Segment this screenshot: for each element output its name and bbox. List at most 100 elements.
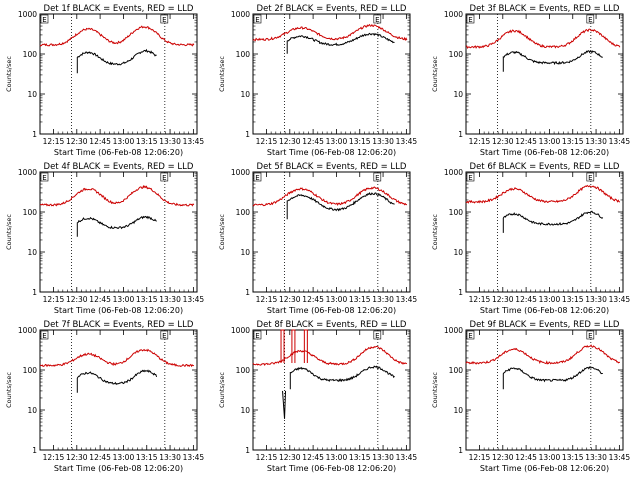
x-tick-label: 12:15 <box>256 137 278 146</box>
x-tick-label: 13:15 <box>136 453 158 462</box>
x-tick-label: 13:45 <box>609 295 631 304</box>
x-axis-label: Start Time (06-Feb-08 12:06:20) <box>267 148 396 157</box>
x-tick-label: 12:45 <box>89 295 111 304</box>
series-lld-line <box>465 28 621 49</box>
marker-box <box>466 172 475 182</box>
x-tick-label: 13:45 <box>396 295 418 304</box>
x-tick-label: 13:00 <box>326 295 348 304</box>
x-axis-label: Start Time (06-Feb-08 12:06:20) <box>267 464 396 473</box>
x-tick-label: 12:15 <box>43 137 65 146</box>
marker-label: E <box>588 174 592 182</box>
y-axis-label: Counts/sec <box>5 56 13 92</box>
series-events-line <box>76 369 158 393</box>
x-tick-label: 12:15 <box>43 295 65 304</box>
x-tick-label: 12:30 <box>279 137 301 146</box>
x-tick-label: 12:15 <box>256 295 278 304</box>
marker-box <box>253 330 262 340</box>
chart-det-5: Det 5f BLACK = Events, RED = LLD Counts/s… <box>218 162 417 315</box>
x-tick-label: 13:30 <box>585 453 607 462</box>
y-axis-label: Counts/sec <box>431 56 439 92</box>
plot-frame <box>252 329 411 451</box>
chart-title: Det 9f BLACK = Events, RED = LLD <box>470 320 620 330</box>
x-tick-label: 13:00 <box>539 137 561 146</box>
x-tick-label: 13:45 <box>609 137 631 146</box>
x-tick-label: 13:15 <box>349 453 371 462</box>
x-tick-label: 13:15 <box>136 295 158 304</box>
plot-frame <box>39 329 198 451</box>
x-tick-label: 13:00 <box>113 137 135 146</box>
chart-det-6: Det 6f BLACK = Events, RED = LLD Counts/s… <box>431 162 630 315</box>
y-tick-label: 1000 <box>18 10 37 19</box>
x-tick-label: 12:45 <box>302 295 324 304</box>
marker-box <box>586 172 595 182</box>
y-tick-label: 1000 <box>444 168 463 177</box>
series-events-line <box>76 215 157 237</box>
x-tick-label: 12:45 <box>89 137 111 146</box>
series-events-line <box>76 48 157 74</box>
marker-label: E <box>162 16 166 24</box>
chart-det-4: Det 4f BLACK = Events, RED = LLD Counts/s… <box>5 162 204 315</box>
chart-title: Det 1f BLACK = Events, RED = LLD <box>44 4 194 14</box>
x-axis-label: Start Time (06-Feb-08 12:06:20) <box>480 148 609 157</box>
series-events-line <box>286 32 395 54</box>
x-tick-label: 12:30 <box>279 453 301 462</box>
y-tick-label: 1 <box>32 288 37 297</box>
x-tick-label: 12:45 <box>515 453 537 462</box>
y-tick-label: 1 <box>245 288 250 297</box>
chart-det-8: Det 8f BLACK = Events, RED = LLD Counts/s… <box>218 320 417 473</box>
series-events-line <box>502 210 604 233</box>
marker-box <box>253 172 262 182</box>
marker-label: E <box>375 16 379 24</box>
marker-box <box>586 14 595 24</box>
x-tick-label: 13:45 <box>396 137 418 146</box>
x-axis-label: Start Time (06-Feb-08 12:06:20) <box>54 306 183 315</box>
event-dip <box>282 390 287 419</box>
y-tick-label: 100 <box>23 50 38 59</box>
y-tick-label: 1 <box>458 288 463 297</box>
plot-frame <box>252 171 411 293</box>
x-tick-label: 13:30 <box>159 453 181 462</box>
marker-box <box>160 14 169 24</box>
marker-label: E <box>468 174 472 182</box>
y-tick-label: 1 <box>458 130 463 139</box>
x-tick-label: 12:45 <box>302 453 324 462</box>
series-lld-line <box>39 348 194 368</box>
x-tick-label: 13:30 <box>585 295 607 304</box>
x-tick-label: 12:45 <box>515 295 537 304</box>
series-events-line <box>502 50 603 72</box>
x-axis-label: Start Time (06-Feb-08 12:06:20) <box>480 464 609 473</box>
x-tick-label: 13:30 <box>372 453 394 462</box>
y-tick-label: 1000 <box>18 326 37 335</box>
marker-box <box>586 330 595 340</box>
y-tick-label: 1000 <box>444 326 463 335</box>
x-axis-label: Start Time (06-Feb-08 12:06:20) <box>54 464 183 473</box>
chart-det-1: Det 1f BLACK = Events, RED = LLD Counts/s… <box>5 4 204 157</box>
lld-spike <box>303 329 308 363</box>
x-tick-label: 12:15 <box>469 137 491 146</box>
x-tick-label: 13:45 <box>396 453 418 462</box>
series-lld-line <box>252 345 408 366</box>
marker-label: E <box>375 174 379 182</box>
marker-label: E <box>375 332 379 340</box>
y-tick-label: 100 <box>449 366 464 375</box>
x-tick-label: 13:15 <box>349 137 371 146</box>
x-tick-label: 13:15 <box>349 295 371 304</box>
y-tick-label: 100 <box>236 50 251 59</box>
marker-label: E <box>162 332 166 340</box>
y-tick-label: 1 <box>245 130 250 139</box>
y-tick-label: 1 <box>245 446 250 455</box>
x-tick-label: 12:30 <box>492 453 514 462</box>
marker-box <box>40 172 49 182</box>
x-tick-label: 12:45 <box>515 137 537 146</box>
x-tick-label: 13:45 <box>183 453 205 462</box>
marker-label: E <box>42 16 46 24</box>
x-tick-label: 13:00 <box>326 453 348 462</box>
chart-title: Det 2f BLACK = Events, RED = LLD <box>257 4 407 14</box>
series-lld-line <box>252 23 408 42</box>
chart-det-2: Det 2f BLACK = Events, RED = LLD Counts/s… <box>218 4 417 157</box>
x-tick-label: 12:30 <box>66 137 88 146</box>
marker-label: E <box>162 174 166 182</box>
chart-title: Det 4f BLACK = Events, RED = LLD <box>44 162 194 172</box>
chart-title: Det 5f BLACK = Events, RED = LLD <box>257 162 407 172</box>
y-tick-label: 10 <box>27 248 37 257</box>
